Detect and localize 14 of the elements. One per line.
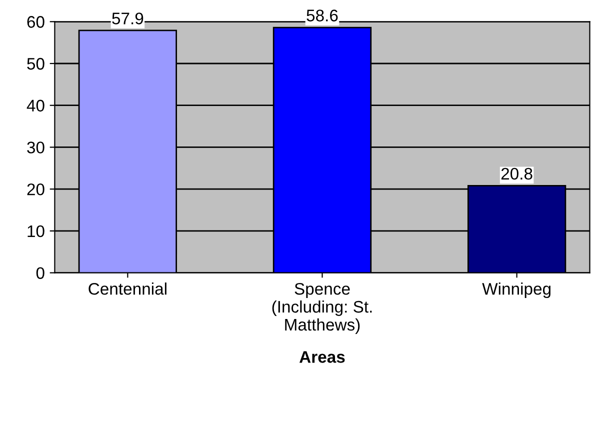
x-tick-label: Spence (Including: St. Matthews) (272, 282, 372, 334)
y-tick-label: 50 (27, 58, 44, 70)
y-tick-label: 60 (27, 16, 44, 28)
x-tick-label: Winnipeg (482, 282, 550, 298)
y-tick-label: 30 (27, 142, 44, 154)
data-label: 57.9 (112, 12, 144, 24)
y-tick-label: 10 (28, 225, 44, 238)
x-axis-title: Areas (299, 351, 345, 363)
y-tick-label: 20 (27, 183, 44, 196)
y-tick-label: 0 (36, 267, 44, 279)
data-label: 58.6 (306, 10, 338, 22)
data-label: 20.8 (501, 168, 532, 180)
x-tick-label: Centennial (88, 282, 166, 295)
y-tick-label: 40 (26, 100, 44, 112)
